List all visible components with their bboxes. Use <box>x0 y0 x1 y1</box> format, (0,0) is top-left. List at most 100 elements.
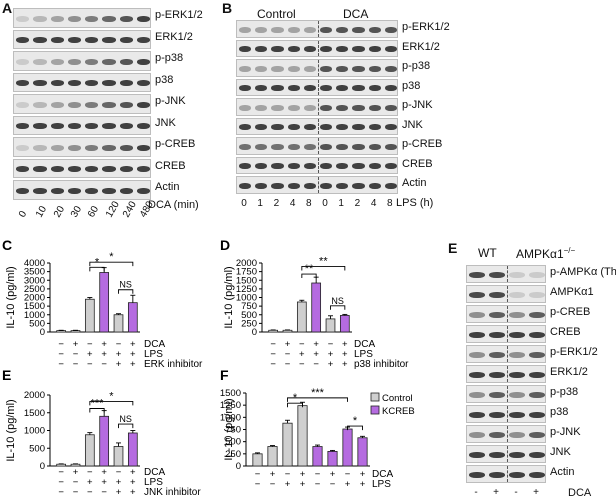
panel-a-band <box>50 144 64 151</box>
chart-d-condition-sign: + <box>342 359 348 370</box>
panel-b-band <box>255 26 268 33</box>
panel-b-group-divider <box>318 21 319 37</box>
panel-a-band <box>119 123 133 130</box>
chart-e-condition-sign: + <box>87 477 93 488</box>
panel-b-band <box>303 26 316 33</box>
chart-d-condition-name: p38 inhibitor <box>354 359 409 370</box>
panel-b-blot-erk1-2 <box>236 39 398 57</box>
panel-b-band <box>352 143 365 150</box>
chart-d-condition-sign: − <box>270 359 276 370</box>
panel-e-band <box>469 452 485 458</box>
chart-f-condition-sign: − <box>285 469 291 480</box>
chart-f-condition-sign: + <box>270 469 276 480</box>
panel-a-xlabel: DCA (min) <box>148 199 199 211</box>
panel-b-band <box>336 26 349 33</box>
chart-f-significance-bracket <box>347 425 363 431</box>
panel-b-band <box>271 182 284 189</box>
panel-b-lane-label: 8 <box>387 198 393 209</box>
panel-b-band <box>239 65 252 72</box>
panel-a-band <box>119 37 133 44</box>
panel-e-band <box>509 352 525 358</box>
chart-c-y-tick-label: 3000 <box>24 275 45 286</box>
panel-e-band <box>489 472 505 478</box>
panel-b-band <box>271 163 284 170</box>
chart-d-condition-sign: − <box>270 349 276 360</box>
panel-e-group-divider <box>507 406 508 422</box>
panel-b-group-divider <box>318 177 319 193</box>
chart-c-condition-sign: − <box>87 359 93 370</box>
chart-d-condition-sign: − <box>270 339 276 350</box>
chart-e-panel-label: E <box>2 367 11 383</box>
chart-f-significance-bracket <box>287 402 303 408</box>
panel-e-band <box>529 392 545 398</box>
chart-e-condition-sign: + <box>116 477 122 488</box>
panel-e-band <box>489 312 505 318</box>
panel-b-blot-p-jnk <box>236 98 398 116</box>
chart-c-condition-name: ERK inhibitor <box>144 359 203 370</box>
panel-e-row-label-erk1-2: ERK1/2 <box>550 366 588 378</box>
chart-d-condition-sign: + <box>328 349 334 360</box>
panel-a-label: A <box>2 0 13 16</box>
chart-e-bar <box>113 446 124 467</box>
panel-b-band <box>287 46 300 53</box>
panel-b-band <box>239 124 252 131</box>
chart-f-condition-name: DCA <box>372 469 393 480</box>
chart-c-y-tick-label: 2500 <box>24 284 45 295</box>
panel-b-band <box>336 104 349 111</box>
panel-b-group-divider <box>318 118 319 134</box>
panel-b-band <box>336 182 349 189</box>
chart-d-bar <box>296 301 307 333</box>
chart-f-condition-sign: − <box>330 479 336 490</box>
panel-b-band <box>336 85 349 92</box>
panel-a-band <box>67 37 81 44</box>
panel-e-group-divider <box>507 346 508 362</box>
panel-a-band <box>136 80 150 87</box>
chart-c-significance-bracket <box>89 266 105 272</box>
panel-a-band <box>67 166 81 173</box>
chart-d-significance-label: ** <box>305 263 314 275</box>
chart-d-significance-label: NS <box>331 296 344 306</box>
chart-d-y-tick-label: 750 <box>241 301 257 312</box>
panel-b-band <box>239 46 252 53</box>
panel-a-blot-p38 <box>13 72 151 92</box>
panel-b-row-label-p-creb: p-CREB <box>402 138 443 150</box>
panel-e-band <box>489 432 505 438</box>
panel-a-band <box>67 101 81 108</box>
chart-c-condition-sign: − <box>101 359 107 370</box>
panel-b-lane-label: 4 <box>370 198 377 209</box>
chart-d-significance-bracket <box>330 305 346 310</box>
panel-e-group-ko: AMPKα1−/− <box>516 246 576 261</box>
chart-c-bar <box>99 272 110 333</box>
panel-e-blot-p-creb <box>466 305 546 323</box>
chart-f-bar <box>342 428 353 467</box>
panel-a-band <box>85 101 99 108</box>
panel-a-row-label-p-p38: p-p38 <box>155 52 184 64</box>
panel-b-blot-creb <box>236 156 398 174</box>
panel-b-band <box>368 46 381 53</box>
chart-d-y-tick-label: 1750 <box>236 267 257 278</box>
chart-c-y-tick-label: 2000 <box>24 293 45 304</box>
chart-f-y-label: IL-10 (pg/ml) <box>223 398 235 460</box>
panel-b-band <box>255 163 268 170</box>
panel-b-group-divider <box>318 60 319 76</box>
chart-e-condition-sign: − <box>101 487 107 498</box>
panel-e-band <box>489 352 505 358</box>
panel-e-band <box>529 472 545 478</box>
panel-a-band <box>102 101 116 108</box>
chart-d-y-label: IL-10 (pg/ml) <box>223 266 235 328</box>
chart-d-condition-sign: − <box>328 339 334 350</box>
panel-a-band <box>16 101 30 108</box>
panel-b-band <box>384 46 397 53</box>
chart-c-y-tick-label: 4000 <box>24 258 45 269</box>
chart-e-bar <box>99 415 110 467</box>
panel-e-blot-p-erk1-2 <box>466 345 546 363</box>
panel-e-blot-p-ampk-thr172 <box>466 265 546 283</box>
panel-a-band <box>67 187 81 194</box>
panel-a-band <box>50 187 64 194</box>
panel-e-group-divider <box>507 426 508 442</box>
chart-f-legend-label: KCREB <box>382 406 415 417</box>
chart-c-condition-sign: − <box>58 339 64 350</box>
panel-e-row-label-p38: p38 <box>550 406 569 418</box>
panel-a-row-label-p38: p38 <box>155 73 174 86</box>
